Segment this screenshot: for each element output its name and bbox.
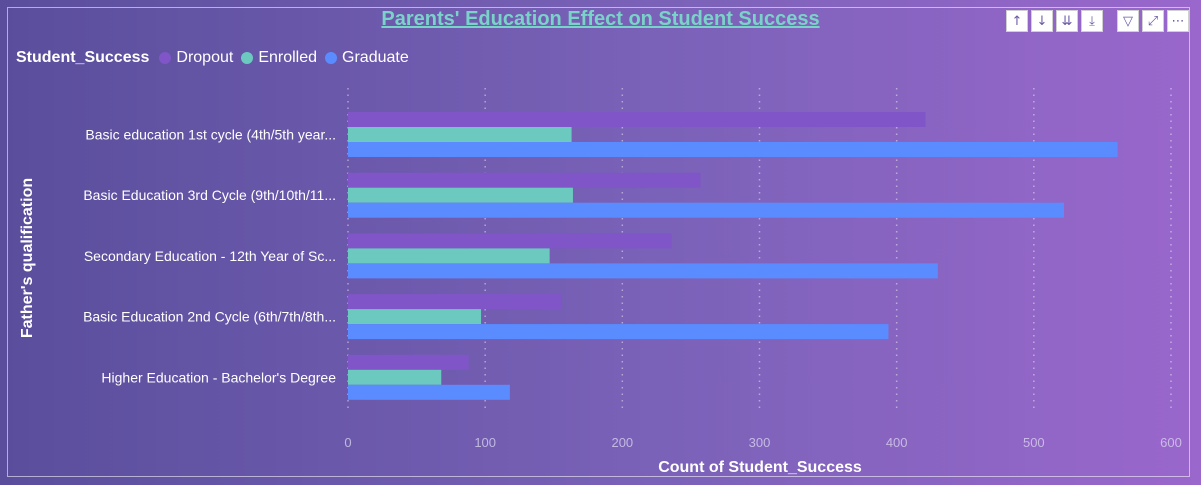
visual-frame — [7, 7, 1190, 477]
more-options-icon[interactable]: ⋯ — [1167, 10, 1189, 32]
drill-down-icon[interactable]: ⤓ — [1081, 10, 1103, 32]
legend-dot-enrolled — [241, 52, 254, 64]
focus-mode-icon[interactable]: ⤢ — [1142, 10, 1164, 32]
visual-toolbar: ↑ ↓ ⇊ ⤓ ▽ ⤢ ⋯ — [1006, 10, 1189, 32]
chart-title: Parents' Education Effect on Student Suc… — [381, 8, 820, 30]
legend-item-dropout[interactable]: Dropout — [159, 49, 233, 67]
legend-title: Student_Success — [16, 49, 150, 66]
legend-dot-dropout — [159, 52, 172, 64]
legend-item-enrolled[interactable]: Enrolled — [241, 49, 317, 67]
legend: Student_Success Dropout Enrolled Graduat… — [16, 49, 417, 67]
sort-descending-icon[interactable]: ↓ — [1031, 10, 1053, 32]
legend-item-graduate[interactable]: Graduate — [325, 49, 409, 67]
legend-label-graduate: Graduate — [342, 49, 409, 66]
legend-dot-graduate — [325, 52, 338, 64]
legend-label-dropout: Dropout — [176, 49, 234, 66]
sort-ascending-icon[interactable]: ↑ — [1006, 10, 1028, 32]
expand-all-icon[interactable]: ⇊ — [1056, 10, 1078, 32]
filter-icon[interactable]: ▽ — [1117, 10, 1139, 32]
legend-label-enrolled: Enrolled — [258, 49, 318, 66]
